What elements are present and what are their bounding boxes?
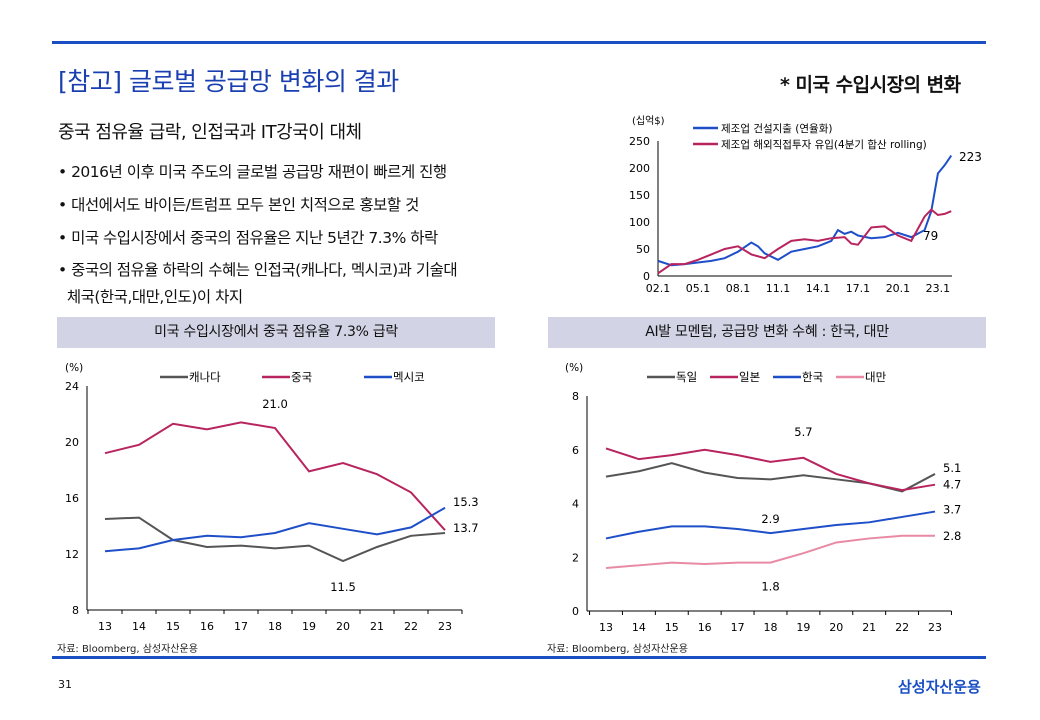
bullet: 체국(한국,대만,인도)이 차지: [58, 288, 243, 306]
x-tick-label: 11.1: [766, 282, 791, 295]
series-line: [104, 506, 446, 553]
brand-logo: 삼성자산운용: [898, 678, 981, 696]
top-rule: [52, 41, 986, 44]
x-tick-label: 13: [599, 621, 613, 634]
source-note-left: 자료: Bloomberg, 삼성자산운용: [57, 644, 198, 655]
x-tick-label: 19: [796, 621, 810, 634]
china-share-chart: 8 12 16 20 24 13 14 15 16 17 18 19 20 21 22 23 (%) 캐나다 중국 멕…: [65, 362, 479, 633]
legend-label: 중국: [291, 370, 312, 384]
right-chart-caption: AI발 모멘텀, 공급망 변화 수혜 : 한국, 대만: [548, 317, 986, 348]
x-tick-label: 23.1: [926, 282, 951, 295]
x-tick-label: 20: [336, 620, 350, 633]
series-line: [657, 208, 952, 275]
y-tick-label: 150: [629, 189, 650, 202]
x-tick-label: 16: [200, 620, 214, 633]
x-tick-label: 23: [928, 621, 942, 634]
x-tick-label: 14: [132, 620, 146, 633]
y-axis-label: (십억$): [632, 115, 665, 127]
data-label: 4.7: [943, 478, 961, 492]
data-label: 5.1: [943, 461, 961, 475]
x-tick-label: 02.1: [646, 282, 671, 295]
side-title: * 미국 수입시장의 변화: [780, 74, 961, 96]
x-tick-label: 21: [370, 620, 384, 633]
y-tick-label: 24: [65, 380, 79, 393]
bullet: • 미국 수입시장에서 중국의 점유율은 지난 5년간 7.3% 하락: [58, 229, 438, 247]
y-tick-label: 50: [636, 243, 650, 256]
data-label: 5.7: [794, 425, 812, 439]
x-tick-label: 22: [404, 620, 418, 633]
x-tick-label: 20: [829, 621, 843, 634]
legend-label: 독일: [676, 370, 697, 384]
data-label: 79: [923, 229, 938, 243]
y-tick-label: 8: [572, 390, 579, 403]
x-tick-label: 17.1: [846, 282, 871, 295]
y-tick-label: 0: [643, 270, 650, 283]
y-tick-label: 16: [65, 492, 79, 505]
series-line: [657, 155, 953, 267]
y-tick-label: 250: [629, 135, 650, 148]
page-title: [참고] 글로벌 공급망 변화의 결과: [58, 67, 399, 96]
x-tick-label: 15: [166, 620, 180, 633]
y-tick-label: 2: [572, 551, 579, 564]
series-line: [104, 421, 446, 531]
left-chart-caption: 미국 수입시장에서 중국 점유율 7.3% 급락: [57, 317, 495, 348]
bullet-list: • 2016년 이후 미국 주도의 글로벌 공급망 재편이 빠르게 진행 • 대…: [58, 156, 528, 308]
series-line: [605, 534, 935, 569]
x-tick-label: 16: [698, 621, 712, 634]
bullet: • 대선에서도 바이든/트럼프 모두 본인 치적으로 홍보할 것: [58, 196, 419, 214]
x-tick-label: 15: [665, 621, 679, 634]
legend-label: 제조업 해외직접투자 유입(4분기 합산 rolling): [721, 138, 927, 151]
legend-label: 일본: [739, 370, 760, 384]
data-label: 1.8: [761, 580, 779, 594]
data-label: 2.8: [943, 529, 961, 543]
series-line: [605, 510, 936, 540]
x-tick-label: 23: [438, 620, 452, 633]
x-tick-label: 17: [234, 620, 248, 633]
x-tick-label: 19: [302, 620, 316, 633]
data-label: 223: [959, 150, 982, 164]
series-line: [605, 447, 936, 492]
page-number: 31: [58, 678, 72, 691]
x-tick-label: 18: [764, 621, 778, 634]
legend-label: 캐나다: [189, 370, 221, 384]
y-tick-label: 100: [629, 216, 650, 229]
source-note-right: 자료: Bloomberg, 삼성자산운용: [547, 644, 688, 655]
bullet: • 중국의 점유율 하락의 수혜는 인접국(캐나다, 멕시코)과 기술대: [58, 261, 458, 279]
x-tick-label: 05.1: [686, 282, 711, 295]
x-tick-label: 14: [632, 621, 646, 634]
data-label: 3.7: [943, 503, 961, 517]
x-tick-label: 22: [895, 621, 909, 634]
x-tick-label: 18: [268, 620, 282, 633]
y-axis-label: (%): [65, 362, 83, 374]
y-tick-label: 200: [629, 162, 650, 175]
data-label: 13.7: [453, 521, 479, 535]
data-label: 21.0: [262, 397, 288, 411]
data-label: 15.3: [453, 495, 479, 509]
y-tick-label: 4: [572, 498, 579, 511]
bottom-rule: [52, 656, 986, 659]
legend-label: 제조업 건설지출 (연율화): [721, 122, 832, 135]
y-tick-label: 8: [72, 604, 79, 617]
y-axis-label: (%): [565, 362, 583, 374]
x-tick-label: 17: [731, 621, 745, 634]
legend-label: 한국: [802, 370, 823, 384]
series-line: [104, 516, 446, 563]
legend-label: 멕시코: [393, 370, 425, 384]
x-tick-label: 08.1: [726, 282, 751, 295]
bullet: • 2016년 이후 미국 주도의 글로벌 공급망 재편이 빠르게 진행: [58, 163, 447, 181]
asia-share-chart: 0 2 4 6 8 13 14 15 16 17 18 19 20 21 22 23 (%) 독일 일본 한국 대만 5.…: [565, 362, 961, 634]
x-tick-label: 13: [98, 620, 112, 633]
data-label: 11.5: [330, 580, 356, 594]
construction-fdi-chart: 0 50 100 150 200 250 02.1 05.1 08.1 11.1 14.1 17.1 2…: [629, 115, 982, 295]
x-tick-label: 21: [862, 621, 876, 634]
x-tick-label: 14.1: [806, 282, 831, 295]
subtitle: 중국 점유율 급락, 인접국과 IT강국이 대체: [58, 122, 362, 143]
y-tick-label: 12: [65, 548, 79, 561]
legend-label: 대만: [865, 370, 887, 384]
y-tick-label: 20: [65, 436, 79, 449]
y-tick-label: 0: [572, 605, 579, 618]
data-label: 2.9: [761, 512, 779, 526]
x-tick-label: 20.1: [886, 282, 911, 295]
y-tick-label: 6: [572, 444, 579, 457]
